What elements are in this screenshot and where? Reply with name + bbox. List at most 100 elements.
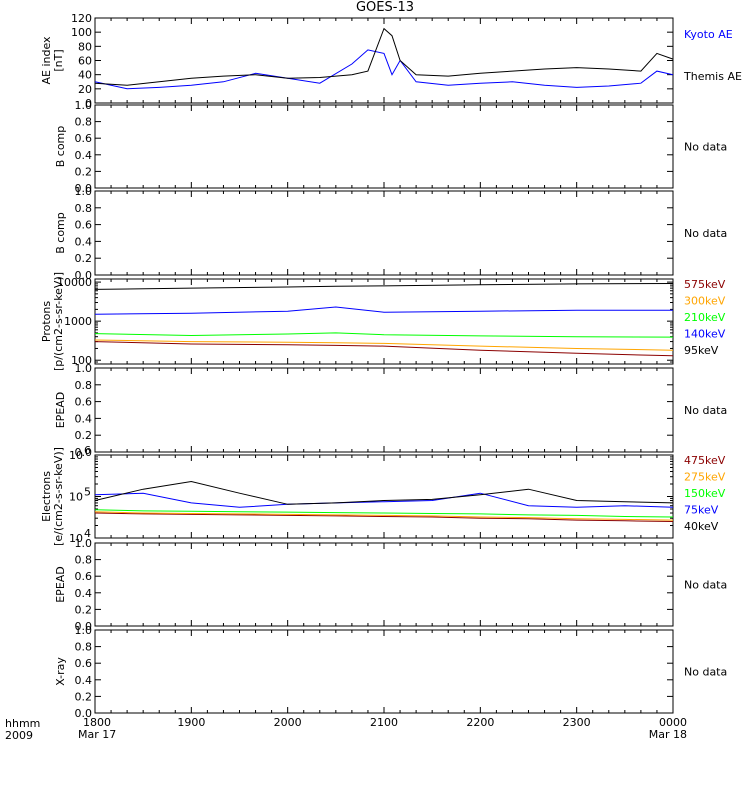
no-data-label: No data bbox=[684, 666, 727, 679]
series-line-210kev bbox=[94, 332, 674, 338]
series-line-150kev bbox=[94, 509, 674, 518]
y-tick-label: 0 bbox=[85, 97, 92, 110]
y-tick-label: 0.0 bbox=[75, 182, 93, 195]
y-tick-label: 0.6 bbox=[75, 132, 93, 145]
x-date-label-end: Mar 18 bbox=[649, 728, 687, 741]
series-line-75kev bbox=[94, 492, 674, 508]
panel-frame bbox=[94, 190, 674, 276]
y-tick-label: 0.0 bbox=[75, 446, 93, 459]
series-line-575kev bbox=[94, 341, 674, 357]
series-line-40kev bbox=[94, 480, 674, 505]
series-line-475kev bbox=[94, 512, 674, 522]
y-tick-label: 80 bbox=[78, 40, 92, 53]
y-tick-label: 0.0 bbox=[75, 269, 93, 282]
y-tick-label: 120 bbox=[71, 12, 92, 25]
y-axis-label: EPEAD bbox=[54, 566, 67, 603]
y-tick-label: 40 bbox=[78, 69, 92, 82]
y-tick-label: 0.8 bbox=[75, 641, 93, 654]
y-tick-label: 0.6 bbox=[75, 219, 93, 232]
y-tick-label: 0.4 bbox=[75, 674, 93, 687]
y-axis-label: B comp bbox=[54, 126, 67, 168]
y-tick-label: 20 bbox=[78, 83, 92, 96]
legend-entry: 95keV bbox=[684, 344, 719, 357]
panel-frame bbox=[94, 17, 674, 104]
legend-entry: 300keV bbox=[684, 295, 726, 308]
series-line-275kev bbox=[94, 511, 674, 521]
y-tick-label: 0.0 bbox=[75, 707, 93, 720]
panel-frame bbox=[94, 454, 674, 539]
no-data-label: No data bbox=[684, 141, 727, 154]
y-tick-label: 0.2 bbox=[75, 165, 93, 178]
y-tick-label: 1000 bbox=[64, 315, 92, 328]
y-tick-label: 0.6 bbox=[75, 396, 93, 409]
no-data-label: No data bbox=[684, 404, 727, 417]
x-tick-label: 2300 bbox=[563, 716, 591, 729]
x-date-label-start: Mar 17 bbox=[78, 728, 116, 741]
y-axis-label: B comp bbox=[54, 212, 67, 254]
y-axis-label: X-ray bbox=[54, 657, 67, 686]
y-tick-exponent: 4 bbox=[84, 527, 91, 540]
y-tick-label: 1.0 bbox=[75, 537, 93, 550]
x-tick-label: 2000 bbox=[274, 716, 302, 729]
series-line-300kev bbox=[94, 339, 674, 351]
y-axis-label: [nT] bbox=[52, 49, 65, 71]
panel-frame bbox=[94, 278, 674, 365]
y-tick-label: 0.4 bbox=[75, 235, 93, 248]
corner-time-label: hhmm 2009 bbox=[5, 718, 40, 742]
legend-entry: 210keV bbox=[684, 311, 726, 324]
y-axis-label: Electrons bbox=[40, 471, 53, 522]
y-tick-label: 1.0 bbox=[75, 362, 93, 375]
legend-entry: 275keV bbox=[684, 471, 726, 484]
y-tick-label: 100 bbox=[71, 354, 92, 367]
x-tick-label: 0000 bbox=[659, 716, 687, 729]
y-tick-label: 0.8 bbox=[75, 202, 93, 215]
y-tick-label: 0.2 bbox=[75, 603, 93, 616]
legend-entry: 140keV bbox=[684, 328, 726, 341]
legend-entry: 40keV bbox=[684, 520, 719, 533]
y-tick-label: 10 bbox=[69, 449, 83, 462]
panel-frame bbox=[94, 542, 674, 627]
legend-entry: 575keV bbox=[684, 278, 726, 291]
y-tick-label: 0.2 bbox=[75, 429, 93, 442]
y-tick-label: 0.0 bbox=[75, 620, 93, 633]
y-axis-label: Protons bbox=[40, 301, 53, 342]
x-tick-label: 1900 bbox=[177, 716, 205, 729]
corner-hhmm: hhmm bbox=[5, 717, 41, 730]
y-tick-label: 10 bbox=[69, 532, 83, 545]
series-line-themis-ae bbox=[94, 27, 674, 86]
y-axis-label: AE index bbox=[40, 36, 53, 85]
y-tick-label: 0.2 bbox=[75, 252, 93, 265]
y-tick-label: 1.0 bbox=[75, 99, 93, 112]
y-tick-label: 1.0 bbox=[75, 624, 93, 637]
y-tick-label: 0.8 bbox=[75, 379, 93, 392]
legend-entry: Kyoto AE bbox=[684, 28, 733, 41]
y-tick-label: 0.4 bbox=[75, 412, 93, 425]
y-tick-label: 10 bbox=[69, 491, 83, 504]
y-tick-label: 1.0 bbox=[75, 185, 93, 198]
legend-entry: 475keV bbox=[684, 454, 726, 467]
y-axis-label: [e/(cm2-s-sr-keV)] bbox=[52, 447, 65, 546]
legend-entry: 150keV bbox=[684, 487, 726, 500]
legend-entry: 75keV bbox=[684, 504, 719, 517]
x-tick-label: 2200 bbox=[466, 716, 494, 729]
legend-entry: Themis AE bbox=[683, 70, 742, 83]
y-tick-label: 0.2 bbox=[75, 690, 93, 703]
y-tick-exponent: 5 bbox=[84, 486, 91, 499]
panel-frame bbox=[94, 629, 674, 714]
y-axis-label: EPEAD bbox=[54, 392, 67, 429]
y-tick-label: 0.8 bbox=[75, 554, 93, 567]
x-tick-label: 1800 bbox=[83, 716, 111, 729]
y-tick-label: 0.8 bbox=[75, 116, 93, 129]
series-line-95kev bbox=[94, 283, 674, 290]
y-tick-label: 60 bbox=[78, 55, 92, 68]
page-title: GOES-13 bbox=[355, 0, 414, 15]
panel-frame bbox=[94, 104, 674, 189]
y-tick-label: 0.4 bbox=[75, 587, 93, 600]
x-tick-label: 2100 bbox=[370, 716, 398, 729]
y-tick-label: 0.4 bbox=[75, 149, 93, 162]
y-tick-label: 0.6 bbox=[75, 657, 93, 670]
y-tick-exponent: 6 bbox=[84, 444, 91, 457]
y-tick-label: 0.6 bbox=[75, 570, 93, 583]
panel-frame bbox=[94, 367, 674, 453]
